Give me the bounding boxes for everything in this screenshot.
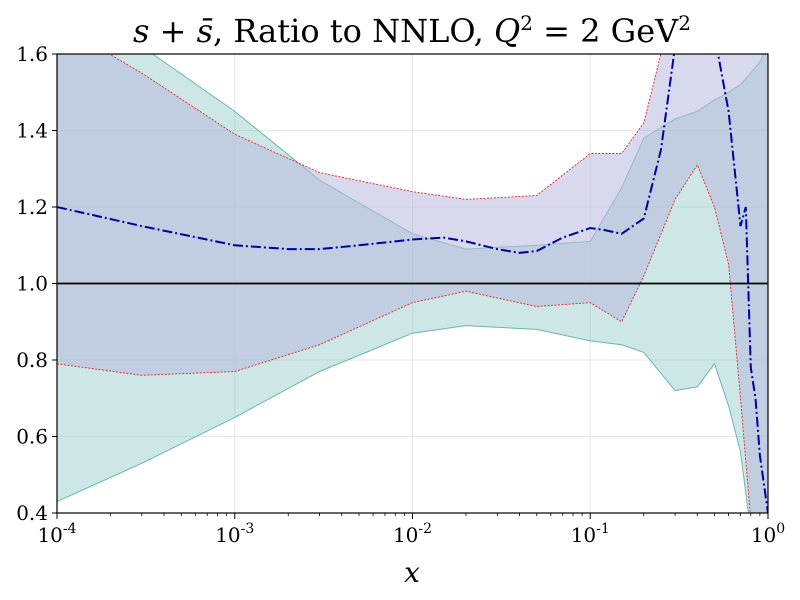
- x-tick-label: 10-4: [37, 521, 76, 547]
- chart-title: s + s̄, Ratio to NNLO, Q2 = 2 GeV2: [133, 11, 691, 50]
- band-lower-edge-1: [57, 163, 751, 513]
- y-tick-label: 0.4: [16, 501, 48, 525]
- x-tick-label: 10-1: [571, 521, 610, 547]
- band-upper-edge-1: [108, 54, 662, 200]
- y-tick-label: 1.2: [16, 195, 48, 219]
- band-lower-edge-0: [57, 325, 749, 513]
- x-axis-label: x: [404, 556, 420, 589]
- lines-layer: [57, 54, 768, 513]
- y-tick-label: 0.8: [16, 348, 48, 372]
- central-ratio-line: [57, 54, 768, 513]
- y-tick-labels: 0.4 0.6 0.8 1.0 1.2 1.4 1.6: [16, 42, 48, 525]
- axis-ticks: [52, 53, 769, 519]
- y-tick-label: 1.0: [16, 272, 48, 296]
- y-tick-label: 1.4: [16, 119, 48, 143]
- y-tick-label: 0.6: [16, 425, 48, 449]
- y-tick-label: 1.6: [16, 42, 48, 66]
- x-tick-label: 10-2: [393, 521, 432, 547]
- x-tick-labels: 10-4 10-3 10-2 10-1 100: [37, 521, 785, 547]
- x-tick-label: 10-3: [215, 521, 254, 547]
- x-tick-label: 100: [751, 521, 785, 547]
